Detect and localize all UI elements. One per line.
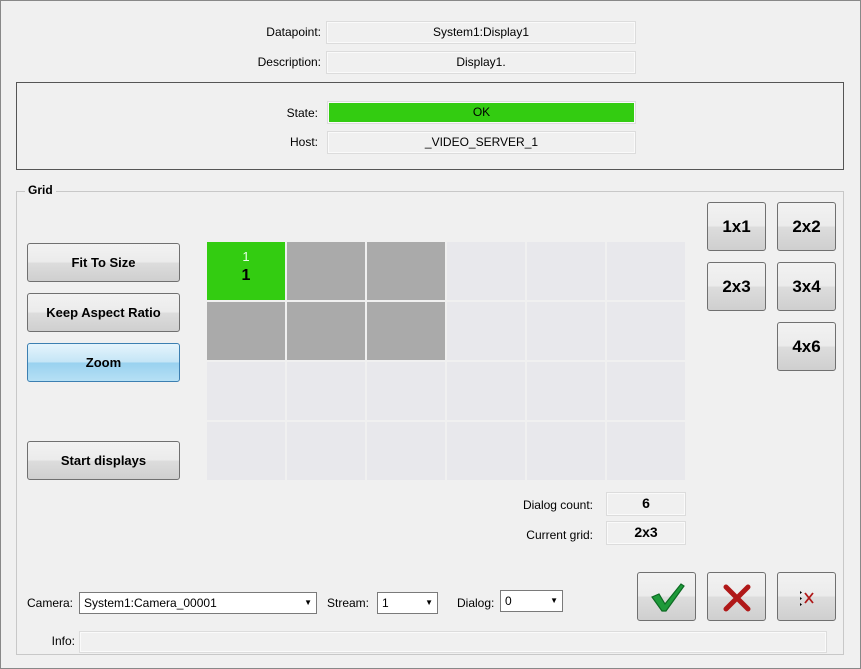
zoom-button[interactable]: Zoom [27, 343, 180, 382]
dialog-count-label: Dialog count: [522, 498, 593, 512]
grid-group-title: Grid [25, 183, 56, 197]
cell-number: 1 [242, 249, 250, 264]
stream-value: 1 [382, 596, 389, 610]
grid-cell[interactable] [527, 422, 605, 480]
cell-dialog: 1 [241, 267, 251, 284]
dialog-count-field: 6 [606, 492, 686, 516]
layout-2x2-button[interactable]: 2x2 [777, 202, 836, 251]
ok-button[interactable] [637, 572, 696, 621]
layout-2x3-button[interactable]: 2x3 [707, 262, 766, 311]
description-label: Description: [257, 55, 321, 69]
fit-to-size-button[interactable]: Fit To Size [27, 243, 180, 282]
host-field: _VIDEO_SERVER_1 [327, 131, 636, 154]
grid-cell[interactable] [527, 302, 605, 360]
grid-cell[interactable] [287, 422, 365, 480]
clear-button[interactable] [777, 572, 836, 621]
x-icon [723, 584, 751, 612]
description-field: Display1. [326, 51, 636, 74]
grid-cell[interactable] [607, 302, 685, 360]
grid-cell[interactable] [207, 302, 285, 360]
current-grid-label: Current grid: [526, 528, 593, 542]
info-field [79, 631, 827, 653]
grid-cell[interactable] [527, 242, 605, 300]
grid-cell[interactable] [447, 362, 525, 420]
clear-icon [800, 591, 814, 606]
state-field: OK [327, 101, 636, 124]
stream-select[interactable]: 1 ▼ [377, 592, 438, 614]
dialog-label: Dialog: [457, 596, 495, 610]
grid-cell[interactable] [367, 302, 445, 360]
info-label: Info: [51, 634, 75, 648]
grid-cell[interactable] [287, 362, 365, 420]
chevron-down-icon: ▼ [304, 598, 312, 607]
grid-cell[interactable] [287, 242, 365, 300]
grid-cell[interactable] [207, 422, 285, 480]
grid-cell[interactable] [527, 362, 605, 420]
chevron-down-icon: ▼ [550, 596, 558, 605]
datapoint-field: System1:Display1 [326, 21, 636, 44]
host-label: Host: [289, 135, 318, 149]
camera-select[interactable]: System1:Camera_00001 ▼ [79, 592, 317, 614]
grid-group [16, 191, 844, 655]
grid-cell[interactable] [367, 422, 445, 480]
cancel-button[interactable] [707, 572, 766, 621]
grid-cell[interactable] [447, 242, 525, 300]
keep-aspect-ratio-button[interactable]: Keep Aspect Ratio [27, 293, 180, 332]
grid-cell[interactable] [607, 362, 685, 420]
chevron-down-icon: ▼ [425, 598, 433, 607]
grid-cell[interactable] [287, 302, 365, 360]
start-displays-button[interactable]: Start displays [27, 441, 180, 480]
grid-cell[interactable] [207, 362, 285, 420]
checkmark-icon [651, 583, 685, 612]
grid-cell[interactable] [607, 422, 685, 480]
grid-cell[interactable] [447, 422, 525, 480]
datapoint-label: Datapoint: [266, 25, 321, 39]
stream-label: Stream: [327, 596, 370, 610]
grid-cell[interactable] [367, 242, 445, 300]
layout-1x1-button[interactable]: 1x1 [707, 202, 766, 251]
status-panel [16, 82, 844, 170]
dialog-select[interactable]: 0 ▼ [500, 590, 563, 612]
camera-value: System1:Camera_00001 [84, 596, 217, 610]
grid-cell[interactable] [367, 362, 445, 420]
layout-3x4-button[interactable]: 3x4 [777, 262, 836, 311]
grid-cell[interactable] [607, 242, 685, 300]
camera-label: Camera: [27, 596, 74, 610]
current-grid-field: 2x3 [606, 521, 686, 545]
layout-4x6-button[interactable]: 4x6 [777, 322, 836, 371]
grid-cell[interactable] [447, 302, 525, 360]
dialog-value: 0 [505, 594, 512, 608]
state-label: State: [286, 106, 318, 120]
